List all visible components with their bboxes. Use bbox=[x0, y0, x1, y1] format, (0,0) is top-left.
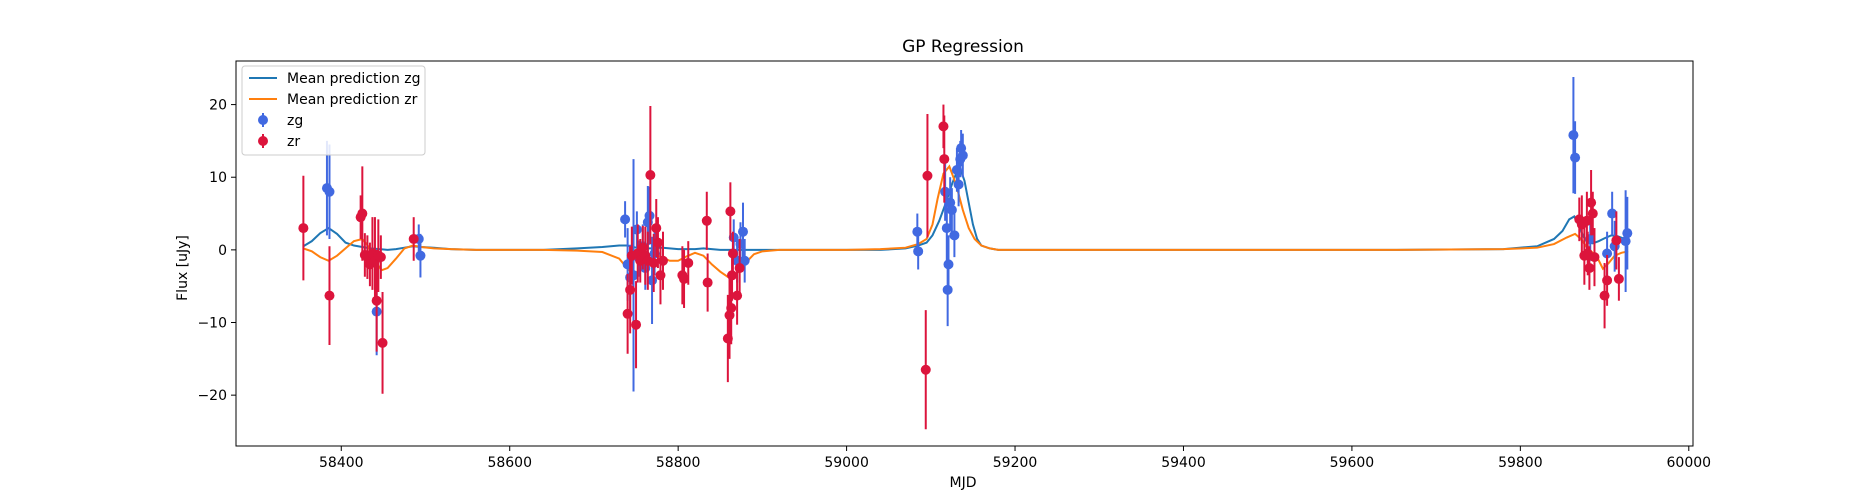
data-point-zr bbox=[922, 170, 933, 181]
legend-marker-swatch bbox=[258, 136, 268, 146]
data-point-zr bbox=[625, 284, 636, 295]
legend: Mean prediction zg Mean prediction zr zg zr bbox=[241, 65, 426, 156]
x-tick-label: 59400 bbox=[1161, 455, 1206, 471]
data-point-zg bbox=[1568, 130, 1579, 141]
x-tick-label: 59600 bbox=[1330, 455, 1375, 471]
data-point-zr bbox=[1581, 215, 1592, 226]
data-point-zr bbox=[377, 337, 388, 348]
data-point-zr bbox=[1602, 275, 1613, 286]
y-tick-label: 0 bbox=[218, 243, 227, 259]
data-point-zr bbox=[727, 270, 738, 281]
legend-marker-swatch bbox=[258, 115, 268, 125]
data-point-zr bbox=[648, 257, 659, 268]
data-point-zg bbox=[1602, 248, 1613, 259]
data-point-zr bbox=[679, 273, 690, 284]
data-point-zr bbox=[657, 255, 668, 266]
y-tick-label: −20 bbox=[197, 388, 227, 404]
data-point-zr bbox=[375, 252, 386, 263]
axes: 58400 58600 58800 59000 59200 59400 59600 59800… bbox=[197, 60, 1712, 471]
legend-label: Mean prediction zg bbox=[287, 71, 421, 87]
y-tick-label: 10 bbox=[209, 170, 227, 186]
data-point-zr bbox=[683, 257, 694, 268]
data-point-zr bbox=[324, 290, 335, 301]
x-tick-label: 59000 bbox=[824, 455, 869, 471]
data-point-zr bbox=[726, 302, 737, 313]
data-point-zr bbox=[734, 263, 745, 274]
data-point-zr bbox=[645, 170, 656, 181]
legend-label: zr bbox=[287, 134, 300, 150]
data-point-zr bbox=[1589, 252, 1600, 263]
data-point-zg bbox=[946, 204, 957, 215]
data-point-zr bbox=[725, 206, 736, 217]
x-tick-label: 58800 bbox=[656, 455, 701, 471]
x-tick-label: 58600 bbox=[487, 455, 532, 471]
data-point-zr bbox=[371, 295, 382, 306]
data-point-zg bbox=[912, 226, 923, 237]
data-point-zr bbox=[1584, 263, 1595, 274]
data-point-zr bbox=[408, 233, 419, 244]
y-tick-label: 20 bbox=[209, 98, 227, 114]
data-point-zr bbox=[939, 154, 950, 165]
x-axis-label: MJD bbox=[950, 475, 977, 491]
data-point-zr bbox=[631, 319, 642, 330]
data-point-zr bbox=[702, 277, 713, 288]
data-point-zg bbox=[949, 230, 960, 241]
x-tick-label: 60000 bbox=[1667, 455, 1712, 471]
legend-item-mean-prediction-zg: Mean prediction zg bbox=[249, 71, 421, 87]
legend-label: zg bbox=[287, 113, 303, 129]
data-point-zr bbox=[298, 223, 309, 234]
data-point-zg bbox=[1622, 228, 1633, 239]
chart-title: GP Regression bbox=[902, 37, 1024, 57]
data-point-zg bbox=[913, 246, 924, 257]
data-point-zr bbox=[1613, 273, 1624, 284]
legend-item-mean-prediction-zr: Mean prediction zr bbox=[249, 92, 418, 108]
plot-area bbox=[298, 76, 1633, 430]
data-point-zr bbox=[652, 237, 663, 248]
data-point-zr bbox=[701, 215, 712, 226]
plot-frame bbox=[235, 60, 1694, 447]
data-point-zg bbox=[415, 250, 426, 261]
x-tick-label: 59800 bbox=[1498, 455, 1543, 471]
data-point-zr bbox=[651, 223, 662, 234]
y-tick-label: −10 bbox=[197, 316, 227, 332]
legend-box bbox=[241, 65, 426, 156]
data-point-zg bbox=[738, 226, 749, 237]
data-point-zg bbox=[943, 259, 954, 270]
data-point-zr bbox=[1586, 197, 1597, 208]
data-point-zg bbox=[739, 255, 750, 266]
series-zr bbox=[298, 104, 1624, 430]
data-point-zg bbox=[1570, 152, 1581, 163]
legend-item-zg: zg bbox=[258, 113, 303, 129]
data-point-zg bbox=[953, 179, 964, 190]
data-point-zr bbox=[1611, 235, 1622, 246]
data-point-zg bbox=[620, 214, 631, 225]
y-axis-label: Flux [uJy] bbox=[175, 235, 191, 301]
legend-item-zr: zr bbox=[258, 134, 300, 150]
x-tick-label: 58400 bbox=[319, 455, 364, 471]
data-point-zg bbox=[957, 150, 968, 161]
data-point-zr bbox=[1587, 208, 1598, 219]
legend-label: Mean prediction zr bbox=[287, 92, 418, 108]
data-point-zr bbox=[920, 364, 931, 375]
x-tick-label: 59200 bbox=[993, 455, 1038, 471]
data-point-zg bbox=[324, 186, 335, 197]
data-point-zr bbox=[357, 208, 368, 219]
data-point-zg bbox=[1607, 208, 1618, 219]
